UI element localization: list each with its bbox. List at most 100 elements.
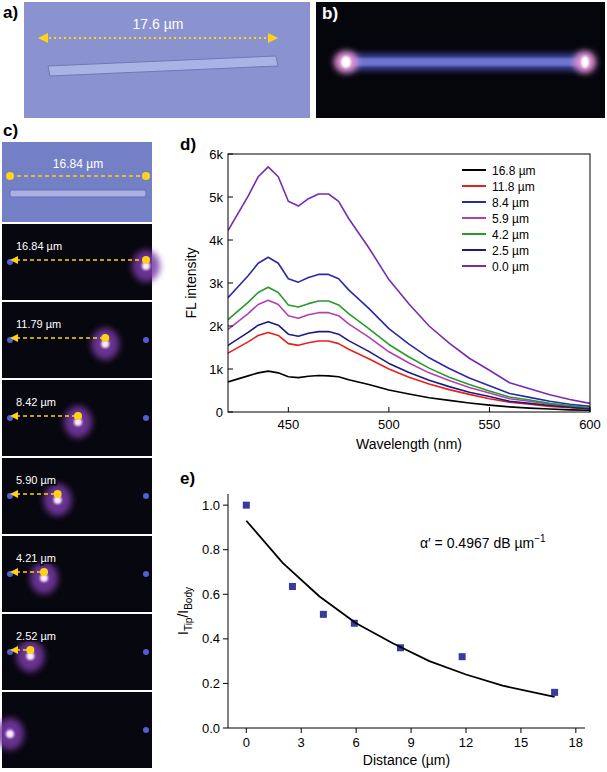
y-tick	[228, 283, 233, 284]
x-tick	[301, 728, 302, 733]
distance-line	[16, 571, 44, 573]
spectrum-line	[228, 322, 590, 409]
x-tick	[520, 728, 521, 733]
micrograph-bg	[2, 380, 152, 456]
tip-glow	[334, 51, 358, 73]
y-tick-label: 0.0	[202, 721, 220, 736]
x-tick	[489, 407, 490, 412]
figure: 17.6 µma)b)c)16.84 µm16.84 µm11.79 µm8.4…	[0, 0, 607, 772]
tip-dot	[143, 337, 149, 343]
excitation-spot	[91, 328, 119, 360]
text-part: Tip	[183, 617, 194, 631]
arrow-head	[10, 568, 18, 576]
x-tick-label: 6	[353, 735, 360, 750]
x-tick-label: 550	[479, 417, 501, 432]
text-part: /I	[175, 610, 191, 618]
legend-label: 16.8 µm	[492, 164, 536, 178]
micrograph-bg	[2, 142, 152, 222]
panel-letter: e)	[180, 469, 195, 488]
y-tick-label: 0.4	[202, 631, 220, 646]
x-tick	[411, 728, 412, 733]
frame: 8.42 µm	[2, 380, 152, 456]
micrograph-bg	[316, 2, 605, 118]
x-tick	[356, 728, 357, 733]
excitation-spot	[132, 250, 160, 282]
tip-glow	[574, 51, 596, 73]
legend-label: 5.9 µm	[492, 212, 529, 226]
excitation-spot	[44, 484, 72, 516]
length-label: 16.84 µm	[53, 157, 103, 171]
text-part: α′ = 0.4967 dB µm	[420, 535, 534, 551]
micrograph-bg	[2, 536, 152, 612]
arrow-head	[38, 33, 48, 43]
x-tick-label: 600	[579, 417, 601, 432]
spot-core	[6, 730, 14, 738]
distance-line	[16, 493, 58, 495]
micrograph-bg	[2, 614, 152, 690]
x-axis-line	[228, 728, 585, 729]
y-tick	[223, 728, 228, 729]
legend-swatch	[462, 217, 486, 219]
tip-dot	[143, 571, 149, 577]
scale-dot	[142, 172, 150, 180]
x-tick	[575, 728, 576, 733]
rod-glow	[346, 58, 584, 66]
scale-dot	[6, 172, 14, 180]
y-tick	[228, 240, 233, 241]
spot-dot	[40, 568, 48, 576]
excitation-spot	[30, 562, 58, 594]
frame: 16.84 µm	[2, 224, 160, 300]
legend-label: 0.0 µm	[492, 260, 529, 274]
x-tick-label: 15	[514, 735, 528, 750]
annotation: α′ = 0.4967 dB µm−1	[420, 533, 546, 551]
y-axis-title: FL intensity	[183, 247, 199, 318]
y-axis-line	[228, 494, 229, 728]
data-point	[459, 653, 466, 660]
arrow-head	[10, 412, 18, 420]
micrograph-bg	[2, 302, 152, 378]
rod-glow	[340, 54, 590, 70]
y-tick-label: 1.0	[202, 498, 220, 513]
panel-letter: d)	[180, 135, 196, 154]
tip-glow	[341, 56, 351, 68]
frame	[0, 692, 152, 768]
text-part: −1	[534, 533, 546, 544]
legend-swatch	[462, 265, 486, 267]
tip-dot	[143, 493, 149, 499]
micrograph-bg	[2, 224, 152, 300]
micrograph-bg	[2, 458, 152, 534]
legend-swatch	[462, 233, 486, 235]
y-tick-label: 0.6	[202, 587, 220, 602]
frame: 11.79 µm	[2, 302, 152, 378]
y-tick	[223, 683, 228, 684]
y-tick-label: 3k	[209, 276, 223, 291]
length-label: 17.6 µm	[133, 16, 184, 32]
y-tick	[228, 197, 233, 198]
distance-label: 5.90 µm	[16, 474, 56, 486]
y-axis-title: ITip/IBody	[175, 587, 194, 635]
legend-label: 4.2 µm	[492, 228, 529, 242]
tip-dot	[143, 415, 149, 421]
excitation-spot	[64, 406, 92, 438]
rod	[10, 190, 146, 197]
y-tick-label: 5k	[209, 190, 223, 205]
frame: 4.21 µm	[2, 536, 152, 612]
y-tick	[223, 505, 228, 506]
arrow-head	[10, 256, 18, 264]
y-tick-label: 0.2	[202, 676, 220, 691]
x-tick-label: 9	[407, 735, 414, 750]
y-tick-label: 4k	[209, 233, 223, 248]
legend-swatch	[462, 185, 486, 187]
data-point	[320, 611, 327, 618]
tip-glow	[581, 56, 589, 68]
y-tick-label: 1k	[209, 362, 223, 377]
frame: 2.52 µm	[2, 614, 152, 690]
y-tick-label: 0.8	[202, 542, 220, 557]
x-tick	[466, 728, 467, 733]
distance-label: 8.42 µm	[16, 396, 56, 408]
distance-label: 2.52 µm	[16, 630, 56, 642]
micrograph-bg	[24, 2, 310, 118]
legend-swatch	[462, 169, 486, 171]
tip-dot	[143, 727, 149, 733]
spot-dot	[101, 334, 109, 342]
